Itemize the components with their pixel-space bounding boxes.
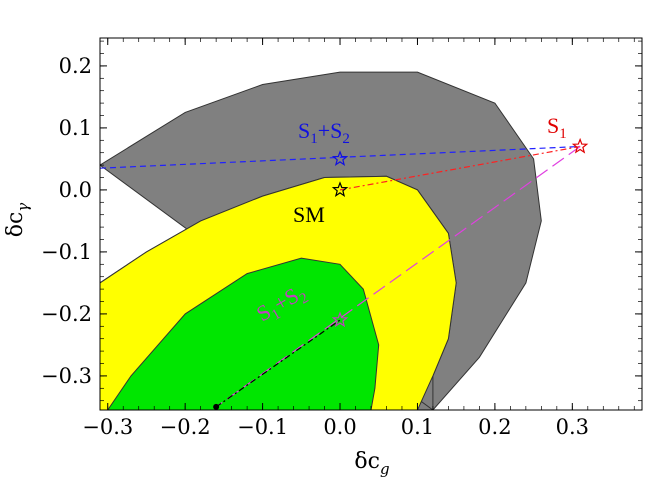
y-axis-ticks: −0.3 −0.2 −0.1 0.0 0.1 0.2 [41, 40, 642, 402]
x-axis-label: δcg [354, 449, 389, 478]
label-s1s2-blue: S1+S2 [298, 118, 350, 147]
marker-best-fit [213, 403, 220, 410]
y-tick-label: −0.2 [41, 302, 92, 326]
marker-star [331, 311, 349, 328]
x-tick-label: −0.3 [82, 415, 133, 439]
label-sm: SM [293, 202, 325, 227]
y-tick-label: 0.0 [59, 178, 92, 202]
x-tick-label: −0.1 [237, 415, 288, 439]
confidence-regions [100, 71, 542, 410]
marker-star [331, 150, 349, 166]
y-tick-label: −0.3 [41, 364, 92, 388]
y-tick-label: 0.2 [59, 54, 92, 78]
line-magenta-longdash [215, 146, 581, 408]
line-blue-dashed [100, 145, 581, 169]
label-s1: S1 [547, 113, 567, 142]
x-tick-label: 0.1 [401, 415, 434, 439]
line-red-dashdot [339, 145, 581, 191]
trajectory-lines [100, 145, 581, 408]
y-tick-label: 0.1 [59, 116, 92, 140]
x-axis-ticks: −0.3 −0.2 −0.1 0.0 0.1 0.2 0.3 [82, 38, 635, 439]
marker-star [571, 137, 589, 154]
y-axis-label: δcγ [3, 203, 32, 238]
y-tick-label: −0.1 [41, 240, 92, 264]
line-black-dashdot [215, 319, 341, 408]
x-tick-label: 0.2 [478, 415, 511, 439]
x-tick-label: 0.3 [556, 415, 589, 439]
point-markers [213, 137, 589, 410]
x-tick-label: −0.2 [160, 415, 211, 439]
x-tick-label: 0.0 [323, 415, 356, 439]
marker-star [331, 181, 349, 197]
region-inner [107, 257, 380, 410]
